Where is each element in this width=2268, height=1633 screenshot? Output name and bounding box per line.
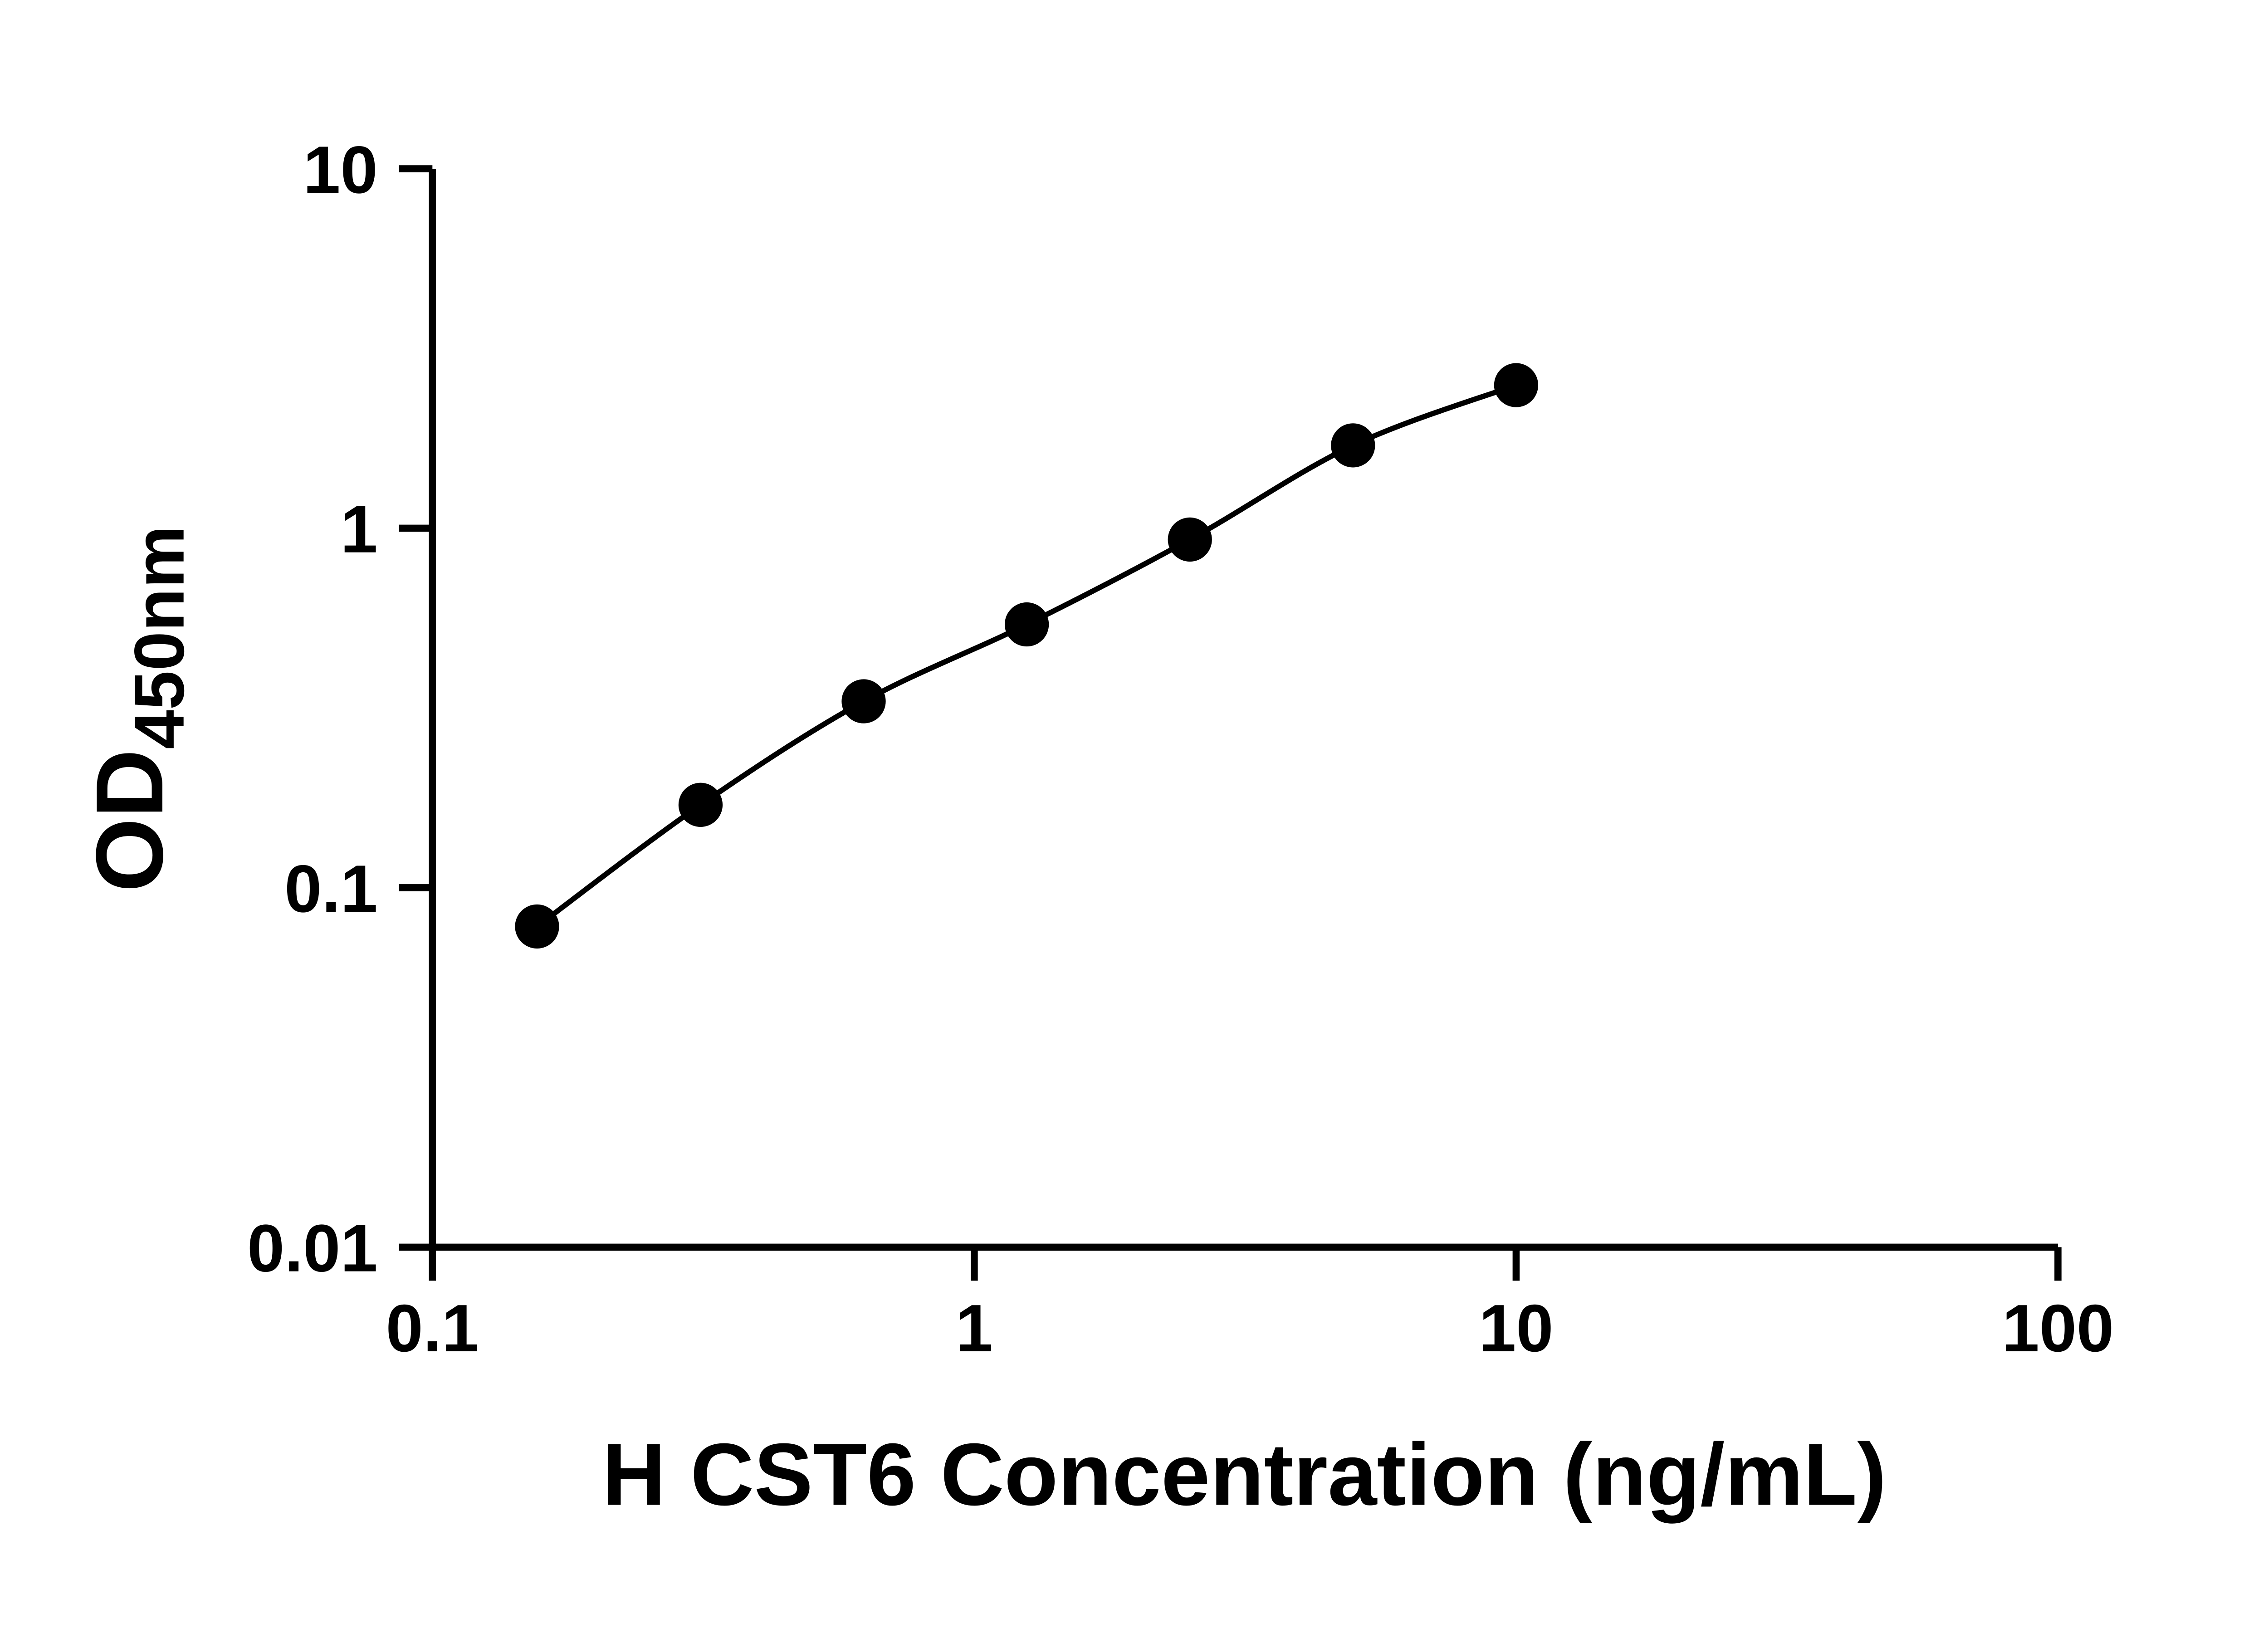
data-series [515,363,1539,949]
data-point [841,679,886,724]
y-axis-title-main: OD [76,749,183,892]
x-tick-label: 0.1 [386,1291,479,1366]
axes [429,168,2058,1251]
y-axis-title: OD450nm [76,526,199,892]
tick-marks [399,165,2062,1281]
x-axis-title: H CST6 Concentration (ng/mL) [602,1426,1887,1524]
x-tick-label: 10 [1479,1291,1553,1366]
data-point [678,782,723,827]
y-tick-label: 1 [340,492,377,567]
y-tick-label: 0.01 [247,1211,378,1286]
data-point [1168,517,1212,562]
y-tick-label: 10 [303,132,377,207]
data-point [1004,602,1049,647]
y-tick-label: 0.1 [284,851,378,926]
data-point [1331,423,1375,468]
x-tick-label: 100 [2002,1291,2114,1366]
data-point [515,904,559,949]
data-point [1494,363,1539,407]
axis-line [429,168,2058,1251]
fit-curve [535,382,1517,929]
y-axis-title-subscript: 450nm [120,526,199,749]
x-tick-label: 1 [956,1291,993,1366]
